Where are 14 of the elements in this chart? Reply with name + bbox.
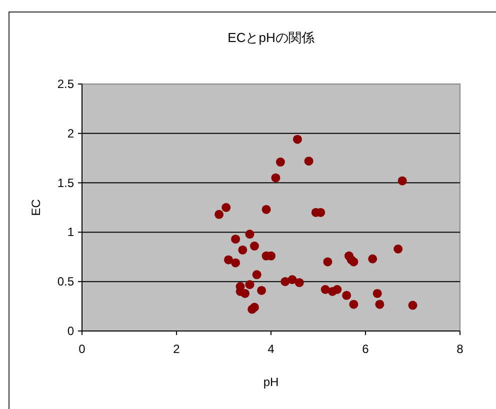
y-tick-label: 2.5	[57, 77, 74, 91]
y-tick-label: 0.5	[57, 274, 74, 289]
chart-title: ECとpHの関係	[228, 30, 314, 45]
x-tick-label: 6	[362, 342, 370, 356]
y-axis-title: EC	[29, 198, 43, 216]
x-tick-label: 8	[456, 342, 464, 356]
y-tick-label: 1	[67, 225, 74, 240]
x-axis-title: pH	[263, 375, 279, 389]
y-tick-label: 2	[67, 126, 74, 140]
y-tick-label: 0	[67, 324, 74, 338]
y-tick-label: 1.5	[57, 176, 74, 190]
x-tick-label: 2	[173, 342, 180, 356]
x-tick-label: 0	[78, 342, 86, 356]
x-tick-label: 4	[268, 342, 275, 356]
